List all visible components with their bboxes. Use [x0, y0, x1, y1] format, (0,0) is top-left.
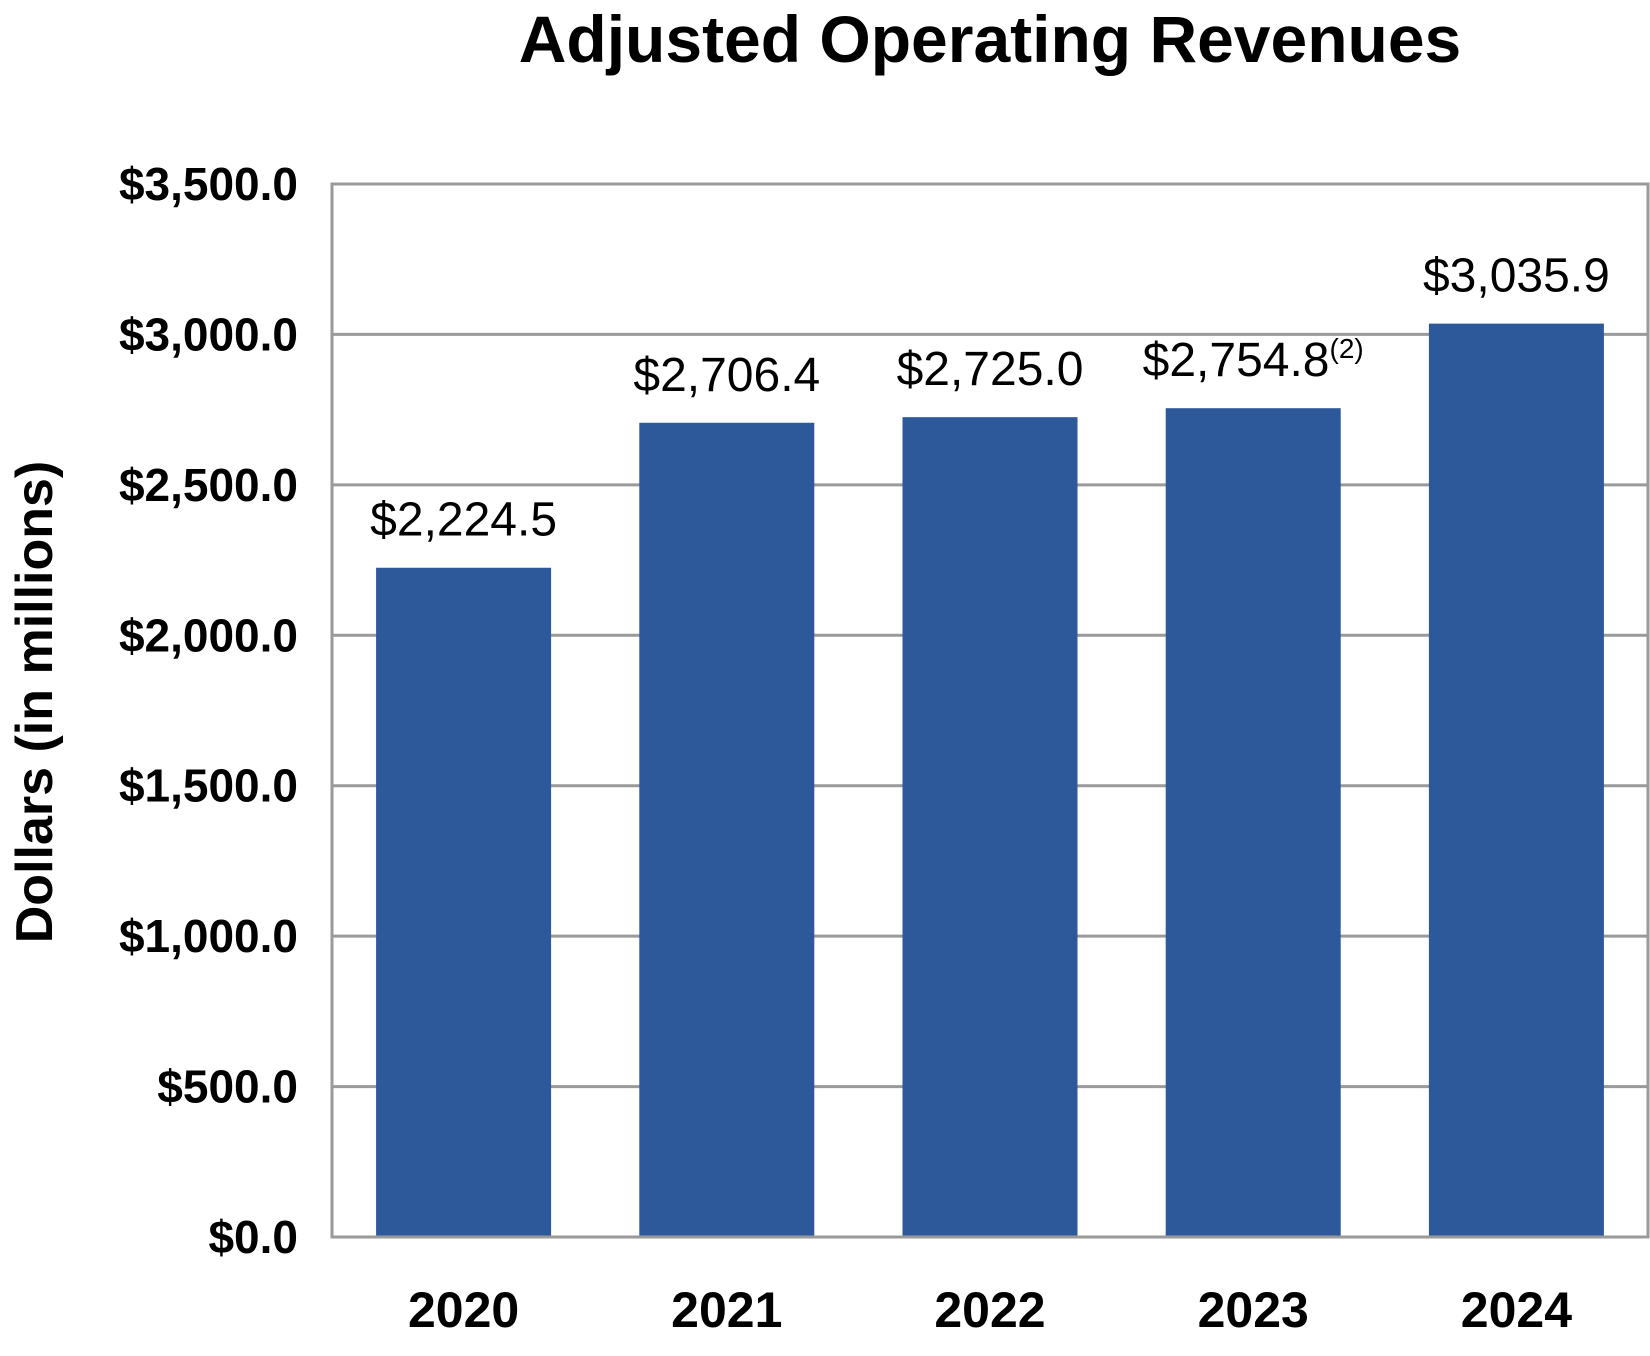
plot-frame	[330, 182, 1650, 1239]
x-tick-label: 2023	[1198, 1282, 1309, 1338]
x-tick-label: 2022	[934, 1282, 1045, 1338]
y-tick-label: $0.0	[208, 1211, 298, 1263]
x-tick-label: 2020	[408, 1282, 519, 1338]
x-axis-ticks: 2020 2021 2022 2023 2024	[408, 1282, 1572, 1338]
y-tick-label: $2,000.0	[119, 609, 298, 661]
data-labels: $2,224.5 $2,706.4 $2,725.0 $2,754.8(2) $3,03…	[370, 250, 1610, 547]
bar	[1165, 408, 1341, 1237]
y-tick-label: $1,500.0	[119, 760, 298, 812]
x-tick-label: 2024	[1461, 1282, 1572, 1338]
y-tick-label: $3,500.0	[119, 158, 298, 210]
data-label: $2,754.8(2)	[1143, 333, 1364, 387]
data-label: $2,224.5	[370, 494, 557, 547]
bar	[639, 422, 815, 1237]
bar	[902, 417, 1078, 1237]
data-label-footnote: (2)	[1330, 333, 1364, 364]
data-label: $3,035.9	[1423, 250, 1610, 303]
y-tick-label: $1,000.0	[119, 910, 298, 962]
y-axis-label: Dollars (in millions)	[6, 461, 64, 944]
y-tick-label: $2,500.0	[119, 459, 298, 511]
x-tick-label: 2021	[671, 1282, 782, 1338]
data-label: $2,706.4	[633, 349, 820, 402]
chart-title: Adjusted Operating Revenues	[519, 2, 1462, 76]
bar	[1428, 323, 1604, 1237]
bar	[376, 567, 552, 1237]
y-tick-label: $500.0	[157, 1061, 298, 1113]
y-axis-ticks: $0.0 $500.0 $1,000.0 $1,500.0 $2,000.0 $2,500…	[119, 158, 298, 1263]
y-tick-label: $3,000.0	[119, 308, 298, 360]
data-label: $2,725.0	[897, 343, 1084, 396]
bars	[376, 323, 1604, 1237]
